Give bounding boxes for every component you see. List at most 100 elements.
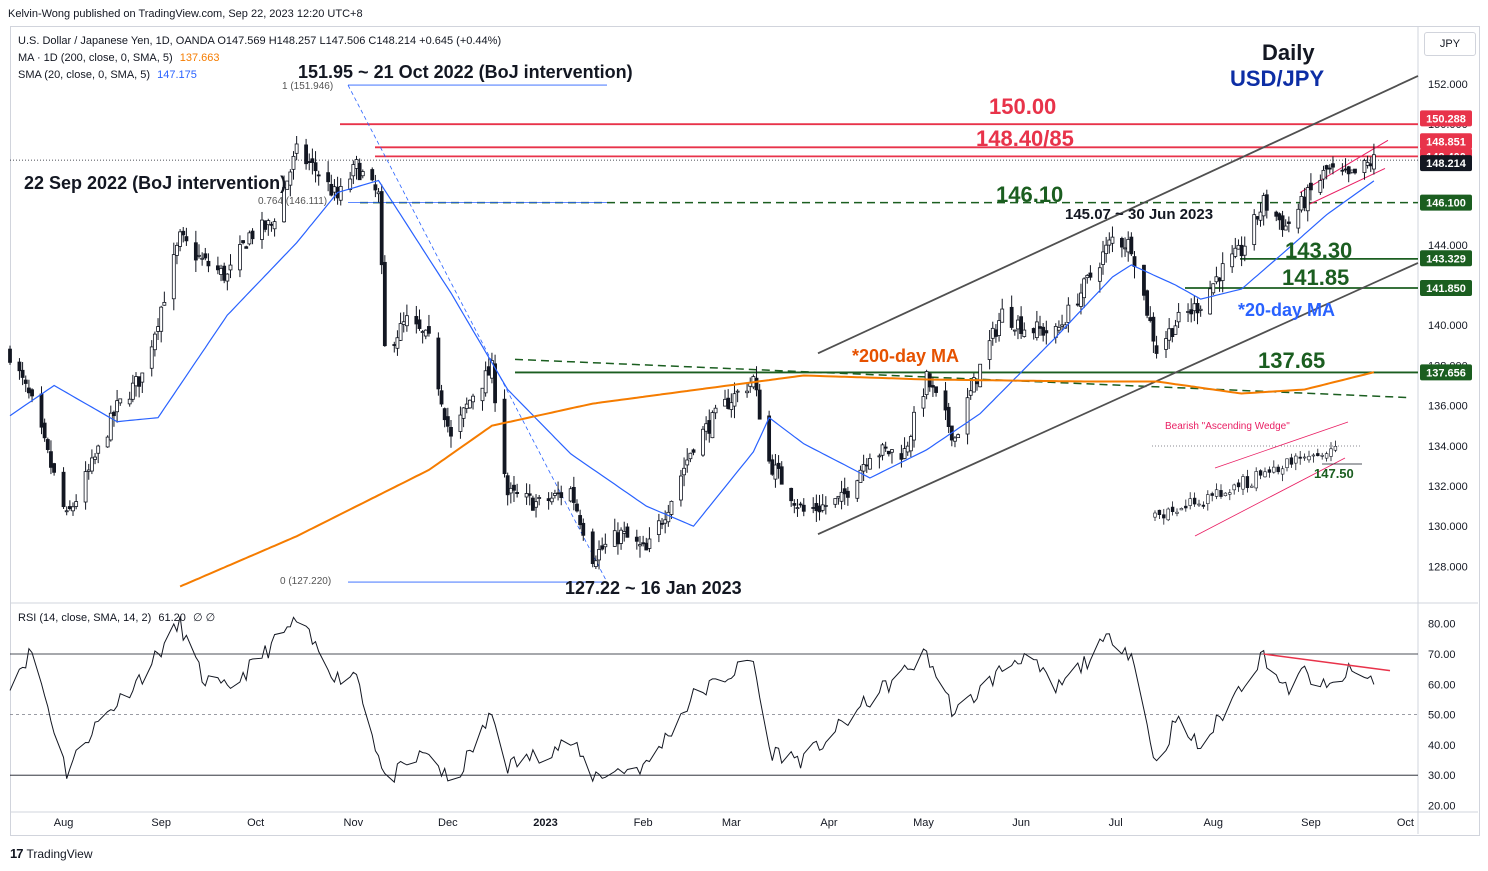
candle-body bbox=[845, 490, 850, 498]
candle-body bbox=[1097, 267, 1102, 282]
candle-body bbox=[710, 412, 715, 439]
candle-body bbox=[458, 414, 463, 432]
candle-body bbox=[1057, 327, 1061, 331]
candle-body bbox=[64, 510, 69, 513]
candle-body bbox=[307, 161, 312, 164]
candle-body bbox=[219, 268, 223, 275]
candle-body bbox=[707, 420, 712, 434]
price-badge bbox=[1420, 155, 1472, 172]
candle-body bbox=[931, 385, 935, 388]
candle-body bbox=[1214, 276, 1219, 283]
candle-body bbox=[1236, 244, 1241, 250]
candle-body bbox=[1195, 302, 1200, 314]
candle-body bbox=[729, 402, 734, 410]
legend-ma200-label: MA · 1D (200, close, 0, SMA, 5) bbox=[18, 52, 173, 64]
candle-body bbox=[899, 453, 904, 460]
candle-body bbox=[52, 463, 56, 473]
candle-body bbox=[1302, 196, 1307, 209]
candle-body bbox=[26, 387, 31, 394]
title-pair: USD/JPY bbox=[1230, 66, 1324, 91]
candle-body bbox=[1189, 309, 1194, 315]
candle-body bbox=[1331, 163, 1335, 168]
candle-body bbox=[701, 428, 705, 456]
wedge-candle-body bbox=[1219, 490, 1223, 497]
channel-lower-line bbox=[817, 262, 1419, 536]
candle-body bbox=[1299, 196, 1304, 211]
candle-body bbox=[382, 261, 387, 347]
candle-body bbox=[946, 406, 951, 427]
candle-body bbox=[86, 469, 91, 472]
candle-body bbox=[1066, 304, 1071, 323]
candle-body bbox=[351, 164, 356, 177]
candle-body bbox=[537, 497, 542, 499]
candle-body bbox=[93, 456, 97, 460]
candle-body bbox=[260, 219, 264, 240]
wedge-candle-body bbox=[1162, 514, 1166, 519]
wedge-upper-line bbox=[1299, 139, 1389, 193]
candle-body bbox=[241, 240, 245, 244]
time-tick-label: Jul bbox=[1109, 817, 1123, 829]
candle-body bbox=[294, 143, 299, 154]
candle-body bbox=[357, 162, 362, 181]
candle-body bbox=[398, 323, 403, 341]
candle-body bbox=[704, 423, 709, 432]
candle-body bbox=[282, 187, 286, 223]
candle-body bbox=[823, 505, 828, 507]
candle-body bbox=[215, 265, 220, 271]
wedge-candle-body bbox=[1302, 456, 1307, 459]
candle-body bbox=[1349, 169, 1354, 173]
candle-body bbox=[1176, 311, 1181, 323]
candle-body bbox=[953, 437, 957, 442]
candle-body bbox=[1016, 319, 1020, 330]
candle-body bbox=[864, 464, 869, 467]
candle-body bbox=[74, 501, 79, 507]
candle-body bbox=[401, 321, 406, 325]
title-daily: Daily bbox=[1262, 40, 1315, 65]
candle-body bbox=[67, 506, 72, 510]
candle-body bbox=[1151, 316, 1156, 342]
candle-body bbox=[373, 184, 378, 191]
price-tick-label: 136.000 bbox=[1428, 401, 1468, 413]
wedge-candle-body bbox=[1170, 506, 1175, 513]
wedge-candle-body bbox=[1166, 508, 1170, 521]
candle-body bbox=[445, 416, 450, 427]
candle-body bbox=[546, 498, 551, 501]
legend-rsi: RSI (14, close, SMA, 14, 2) 61.20 ∅ ∅ bbox=[18, 611, 215, 624]
candle-body bbox=[1148, 317, 1153, 322]
price-badge-label: 150.288 bbox=[1426, 113, 1466, 125]
wedge-candle-body bbox=[1228, 492, 1232, 495]
candle-body bbox=[908, 436, 913, 452]
candle-body bbox=[1123, 247, 1127, 250]
currency-button[interactable]: JPY bbox=[1424, 32, 1476, 56]
candle-body bbox=[83, 471, 88, 503]
wedge-title: Bearish "Ascending Wedge" bbox=[1165, 421, 1290, 432]
candle-body bbox=[193, 242, 198, 261]
price-axis: 80.00 70.00 60.00 50.00 40.00 30.00 20.00 152.0… bbox=[1420, 79, 1472, 813]
legend-sma20-label: SMA (20, close, 0, SMA, 5) bbox=[18, 69, 151, 81]
wedge-inset-lower bbox=[1194, 457, 1346, 537]
candle-body bbox=[250, 230, 255, 240]
candle-body bbox=[1012, 329, 1017, 332]
price-badge-label: 148.214 bbox=[1426, 158, 1467, 170]
candle-body bbox=[590, 531, 595, 564]
wedge-candle-body bbox=[1267, 469, 1272, 473]
candle-body bbox=[1104, 244, 1109, 255]
candle-body bbox=[483, 370, 488, 394]
candle-body bbox=[549, 497, 554, 503]
candle-body bbox=[288, 171, 293, 186]
candle-body bbox=[149, 346, 154, 369]
price-tick-label: 130.000 bbox=[1428, 521, 1468, 533]
candle-body bbox=[666, 511, 671, 523]
candle-body bbox=[115, 400, 119, 413]
candle-body bbox=[641, 542, 646, 545]
wedge-candle-body bbox=[1210, 493, 1214, 496]
wedge-lower-line bbox=[1299, 167, 1386, 210]
wedge-candle-body bbox=[1311, 454, 1316, 457]
candle-body bbox=[568, 488, 573, 502]
candle-body bbox=[638, 544, 642, 547]
time-tick-label: Aug bbox=[54, 817, 74, 829]
candle-body bbox=[968, 390, 973, 396]
candle-body bbox=[833, 498, 838, 505]
candle-body bbox=[39, 393, 44, 428]
